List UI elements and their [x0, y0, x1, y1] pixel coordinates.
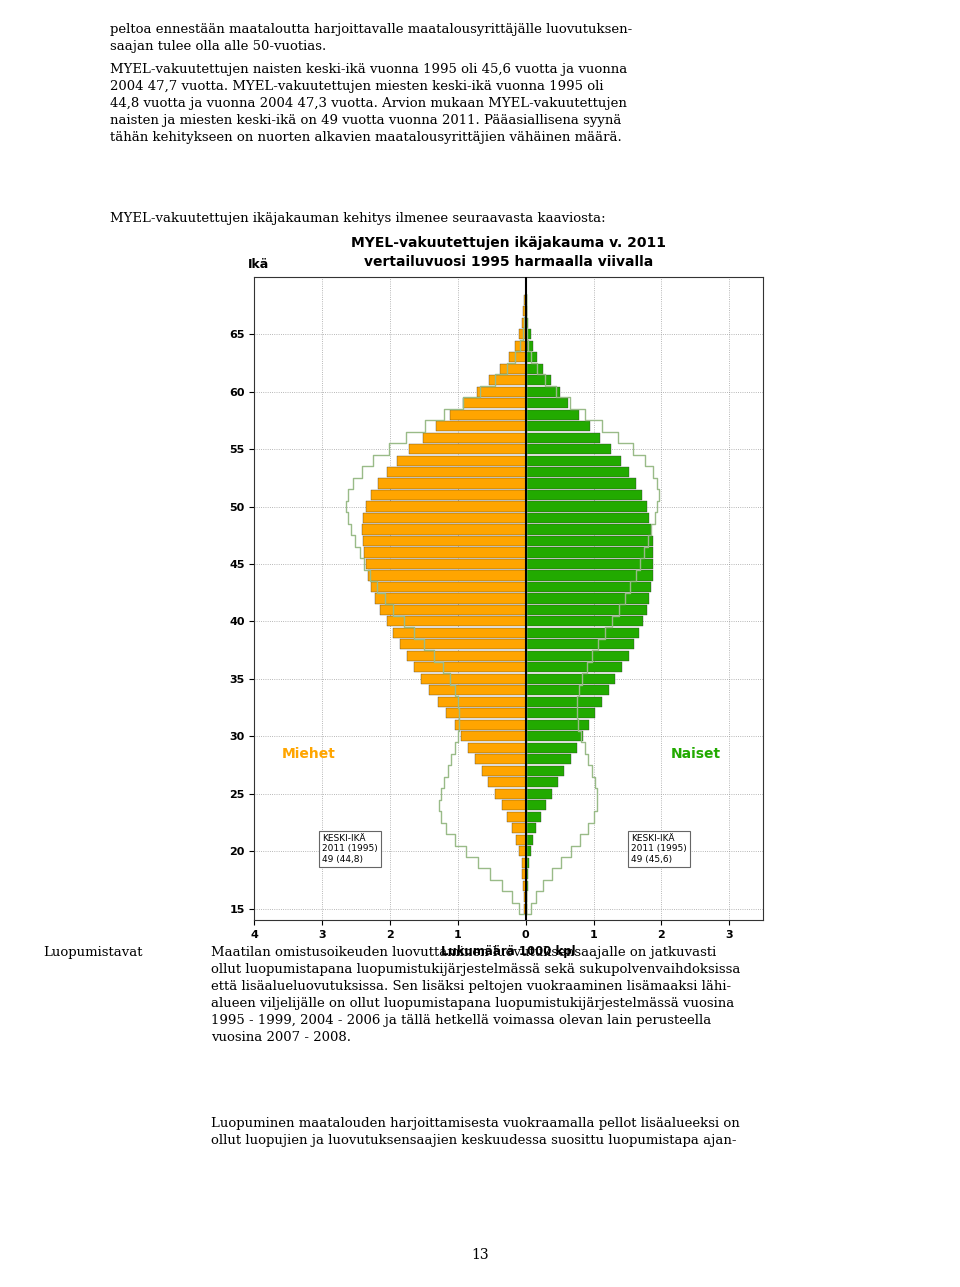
Bar: [526, 409, 579, 420]
Text: Luopumistavat: Luopumistavat: [43, 946, 143, 959]
Bar: [468, 743, 526, 753]
Bar: [526, 801, 546, 811]
Bar: [526, 616, 643, 627]
Bar: [429, 686, 526, 695]
Bar: [462, 731, 526, 741]
Bar: [372, 490, 526, 501]
Bar: [526, 663, 622, 673]
Bar: [526, 766, 564, 776]
Bar: [526, 525, 651, 534]
Bar: [526, 892, 527, 902]
Bar: [445, 708, 526, 718]
Bar: [526, 514, 649, 523]
Bar: [526, 570, 653, 580]
Bar: [477, 386, 526, 396]
Bar: [364, 547, 526, 557]
Bar: [372, 582, 526, 592]
Bar: [526, 812, 540, 822]
Bar: [495, 789, 526, 799]
Bar: [394, 628, 526, 638]
Bar: [378, 479, 526, 489]
Bar: [521, 318, 526, 328]
Bar: [515, 341, 526, 351]
Text: MYEL-vakuutettujen ikäjakauman kehitys ilmenee seuraavasta kaaviosta:: MYEL-vakuutettujen ikäjakauman kehitys i…: [110, 212, 606, 225]
Bar: [526, 847, 531, 856]
Bar: [369, 570, 526, 580]
Bar: [464, 398, 526, 408]
Bar: [489, 777, 526, 788]
Text: KESKI-IKÄ
2011 (1995)
49 (44,8): KESKI-IKÄ 2011 (1995) 49 (44,8): [323, 834, 378, 864]
Bar: [387, 467, 526, 477]
Bar: [526, 628, 639, 638]
Bar: [526, 651, 629, 662]
Bar: [526, 708, 595, 718]
Bar: [526, 857, 529, 867]
Bar: [367, 559, 526, 569]
Bar: [482, 766, 526, 776]
Bar: [526, 329, 531, 340]
Bar: [396, 456, 526, 466]
Bar: [521, 857, 526, 867]
Text: MYEL-vakuutettujen naisten keski-ikä vuonna 1995 oli 45,6 vuotta ja vuonna
2004 : MYEL-vakuutettujen naisten keski-ikä vuo…: [110, 63, 628, 144]
Bar: [513, 824, 526, 834]
Bar: [526, 743, 577, 753]
Text: Luopuminen maatalouden harjoittamisesta vuokraamalla pellot lisäalueeksi on
ollu: Luopuminen maatalouden harjoittamisesta …: [211, 1117, 740, 1147]
Bar: [516, 835, 526, 844]
Text: Maatilan omistusoikeuden luovuttaminen luovutuksensaajalle on jatkuvasti
ollut l: Maatilan omistusoikeuden luovuttaminen l…: [211, 946, 740, 1044]
Bar: [380, 605, 526, 615]
Bar: [526, 605, 646, 615]
X-axis label: Lukumäärä 1000 kpl: Lukumäärä 1000 kpl: [442, 946, 576, 959]
Bar: [526, 777, 559, 788]
Bar: [526, 386, 560, 396]
Bar: [400, 640, 526, 650]
Bar: [526, 502, 646, 512]
Bar: [526, 835, 533, 844]
Bar: [526, 535, 653, 546]
Bar: [524, 892, 526, 902]
Bar: [524, 903, 526, 914]
Bar: [363, 535, 526, 546]
Bar: [526, 318, 528, 328]
Bar: [526, 490, 642, 501]
Bar: [375, 593, 526, 604]
Bar: [522, 869, 526, 879]
Bar: [526, 479, 636, 489]
Bar: [363, 514, 526, 523]
Title: MYEL-vakuutettujen ikäjakauma v. 2011
vertailuvuosi 1995 harmaalla viivalla: MYEL-vakuutettujen ikäjakauma v. 2011 ve…: [351, 237, 666, 269]
Bar: [526, 640, 635, 650]
Bar: [526, 869, 528, 879]
Bar: [414, 663, 526, 673]
Bar: [526, 880, 528, 891]
Bar: [526, 674, 615, 683]
Bar: [526, 824, 536, 834]
Bar: [526, 582, 651, 592]
Bar: [526, 731, 583, 741]
Bar: [524, 295, 526, 305]
Bar: [500, 364, 526, 373]
Bar: [502, 801, 526, 811]
Bar: [454, 719, 526, 730]
Bar: [526, 364, 543, 373]
Bar: [438, 696, 526, 707]
Text: Miehet: Miehet: [281, 746, 336, 761]
Bar: [436, 421, 526, 431]
Bar: [407, 651, 526, 662]
Text: KESKI-IKÄ
2011 (1995)
49 (45,6): KESKI-IKÄ 2011 (1995) 49 (45,6): [631, 834, 686, 864]
Bar: [526, 306, 527, 317]
Bar: [519, 329, 526, 340]
Bar: [475, 754, 526, 764]
Bar: [526, 467, 629, 477]
Bar: [523, 306, 526, 317]
Text: peltoa ennestään maataloutta harjoittavalle maatalousyrittäjälle luovutuksen-
sa: peltoa ennestään maataloutta harjoittava…: [110, 23, 633, 53]
Bar: [526, 444, 612, 454]
Bar: [367, 502, 526, 512]
Bar: [519, 847, 526, 856]
Bar: [490, 375, 526, 385]
Bar: [526, 903, 527, 914]
Bar: [526, 398, 568, 408]
Bar: [526, 789, 552, 799]
Bar: [523, 880, 526, 891]
Text: Naiset: Naiset: [670, 746, 720, 761]
Bar: [526, 375, 551, 385]
Bar: [409, 444, 526, 454]
